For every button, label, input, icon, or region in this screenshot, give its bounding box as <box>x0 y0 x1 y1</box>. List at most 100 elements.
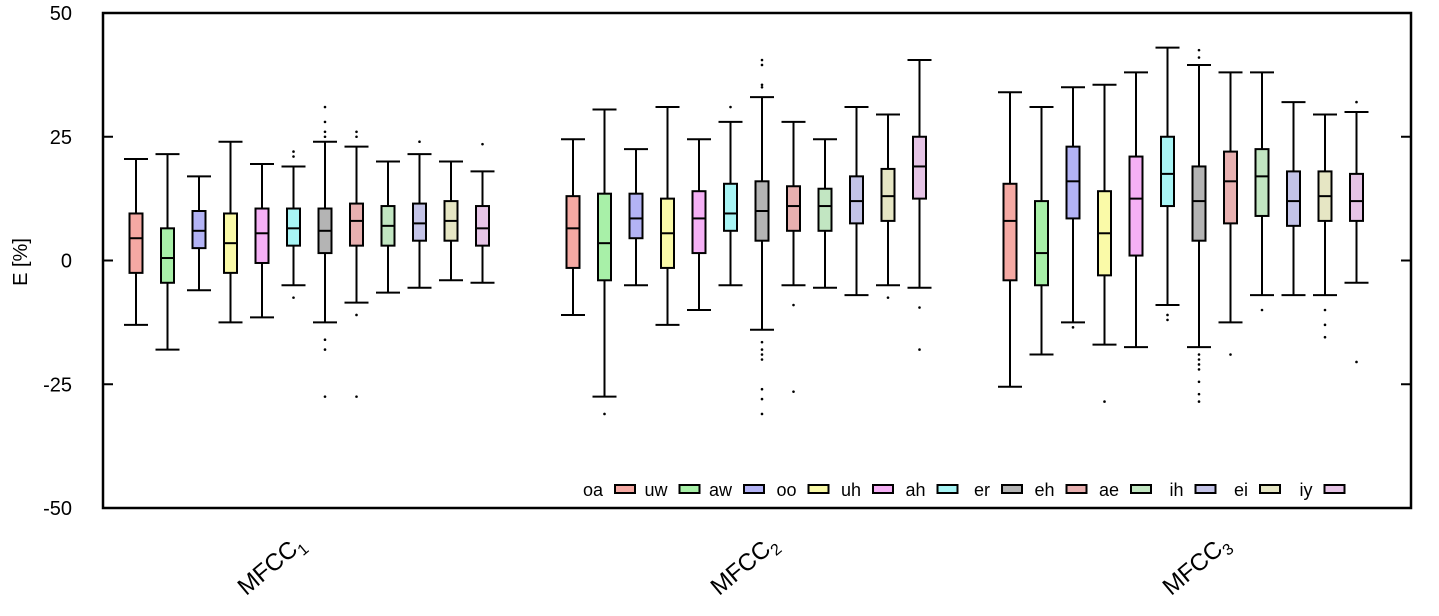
outlier-point <box>481 142 484 146</box>
legend-label: eh <box>1034 480 1054 500</box>
x-group-label: MFCC1 <box>233 530 313 604</box>
box-ae-g2 <box>813 138 837 289</box>
box-oa-g3 <box>998 91 1022 388</box>
outlier-point <box>1355 360 1358 364</box>
box-uh-g2 <box>687 138 711 311</box>
box-aw-g3 <box>1061 86 1085 329</box>
legend-swatch <box>1323 484 1346 494</box>
outlier-point <box>760 58 764 62</box>
box-body <box>254 207 270 264</box>
legend-label: uw <box>644 480 668 500</box>
outlier-point <box>760 412 764 416</box>
outlier-point <box>292 155 295 158</box>
outlier-point <box>355 313 358 317</box>
legend-swatch <box>678 484 701 494</box>
legend-label: ah <box>905 480 925 500</box>
box-ei-g2 <box>876 113 900 299</box>
outlier-point <box>1071 326 1075 329</box>
box-iy-g1 <box>470 142 495 284</box>
box-body <box>1191 165 1207 242</box>
outlier-point <box>323 395 327 398</box>
box-ih-g1 <box>407 140 432 289</box>
axes: E [%] <box>10 11 1413 510</box>
legend-label: er <box>974 480 990 500</box>
outlier-point <box>886 296 890 299</box>
box-oa-g2 <box>561 138 585 316</box>
box-body <box>691 190 707 255</box>
outlier-point <box>1197 392 1201 396</box>
box-eh-g1 <box>344 130 369 398</box>
box-body <box>475 205 490 247</box>
outlier-point <box>1197 363 1201 366</box>
legend-label: ei <box>1234 480 1248 500</box>
outlier-point <box>792 303 795 307</box>
outlier-point <box>1197 368 1201 371</box>
outlier-point <box>1103 400 1106 403</box>
box-er-g2 <box>750 58 774 416</box>
outlier-point <box>792 390 795 393</box>
outlier-point <box>323 120 327 124</box>
outlier-point <box>760 83 764 87</box>
legend-swatch <box>1130 484 1152 494</box>
box-body <box>1002 182 1018 282</box>
outlier-point <box>760 353 764 356</box>
y-axis-label: E [%] <box>10 238 32 286</box>
legend-swatch <box>936 484 959 494</box>
box-uh-g1 <box>250 162 274 319</box>
outlier-point <box>760 358 764 361</box>
outlier-point <box>1355 100 1358 104</box>
box-er-g3 <box>1187 48 1211 403</box>
box-body <box>849 175 864 225</box>
box-uw-g3 <box>1029 106 1054 356</box>
box-body <box>565 195 581 269</box>
box-ei-g1 <box>439 160 463 282</box>
legend-label: oo <box>776 480 796 500</box>
box-body <box>817 187 833 232</box>
box-body <box>880 167 896 222</box>
legend-swatch <box>1001 484 1023 494</box>
box-uw-g2 <box>592 108 617 416</box>
outlier-point <box>760 340 764 344</box>
box-body <box>723 182 738 232</box>
outlier-point <box>355 395 358 398</box>
outlier-point <box>1197 400 1201 403</box>
box-iy-g3 <box>1344 100 1369 364</box>
outlier-point <box>355 135 358 139</box>
y-tick-label: 0 <box>61 251 72 273</box>
box-ae-g1 <box>376 160 400 294</box>
box-oo-g2 <box>655 106 680 326</box>
box-body <box>628 192 644 240</box>
box-body <box>349 202 364 247</box>
outlier-point <box>760 63 764 67</box>
box-aw-g1 <box>187 175 211 292</box>
legend: oa uw aw oo uh ah er eh ae ih ei iy <box>583 480 1346 500</box>
box-aw-g2 <box>624 148 648 287</box>
outlier-point <box>729 105 732 109</box>
box-ah-g2 <box>718 105 743 287</box>
box-uw-g1 <box>155 153 180 351</box>
box-uh-g3 <box>1124 71 1148 349</box>
outlier-point <box>292 150 295 153</box>
y-tick-label: 50 <box>50 3 72 25</box>
boxes-layer <box>124 46 1369 416</box>
box-ei-g3 <box>1313 113 1337 339</box>
legend-label: aw <box>709 480 733 500</box>
outlier-point <box>1197 358 1201 361</box>
x-group-label: MFCC2 <box>706 530 786 604</box>
box-body <box>191 210 207 250</box>
legend-swatch <box>1259 484 1281 494</box>
legend-label: ih <box>1169 480 1183 500</box>
outlier-point <box>918 306 921 309</box>
outlier-point <box>323 338 327 342</box>
box-body <box>1065 145 1081 220</box>
outlier-point <box>418 140 421 143</box>
box-eh-g3 <box>1218 71 1243 356</box>
box-body <box>912 135 927 200</box>
legend-label: ae <box>1099 480 1119 500</box>
box-ah-g1 <box>281 150 306 299</box>
outlier-point <box>1323 335 1327 339</box>
box-body <box>1286 170 1301 227</box>
box-ah-g3 <box>1155 46 1180 322</box>
